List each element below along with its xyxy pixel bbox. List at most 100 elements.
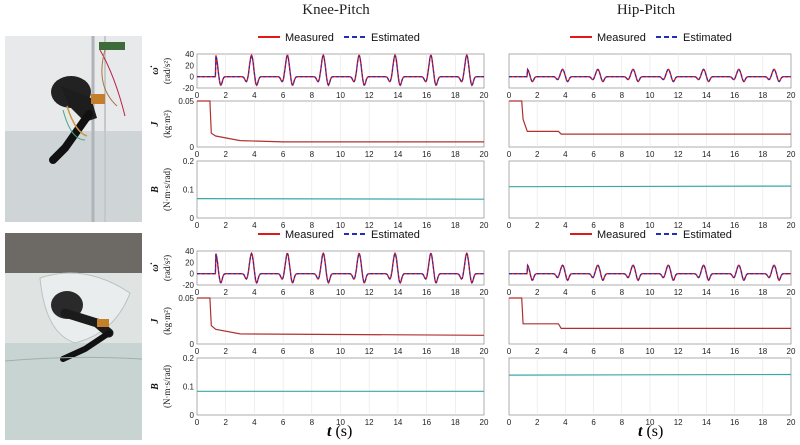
legend-estimated-label: Estimated (371, 32, 420, 44)
x-tick-label: 20 (480, 91, 489, 100)
robot-photo-in-air (5, 36, 142, 222)
x-tick-label: 10 (336, 347, 345, 356)
x-tick-label: 16 (422, 150, 431, 159)
x-tick-label: 10 (336, 150, 345, 159)
x-tick-label: 2 (223, 288, 228, 297)
x-tick-label: 2 (223, 221, 228, 230)
x-tick-label: 8 (620, 418, 625, 427)
x-tick-label: 12 (365, 288, 374, 297)
x-tick-label: 4 (563, 418, 568, 427)
y-axis-unit-B: (N·m·s/rad) (162, 365, 172, 408)
x-tick-label: 0 (195, 221, 200, 230)
x-tick-label: 18 (758, 150, 767, 159)
x-tick-label: 16 (422, 418, 431, 427)
x-tick-label: 0 (507, 288, 512, 297)
x-tick-label: 12 (674, 221, 683, 230)
legend-estimated-label: Estimated (683, 229, 732, 241)
x-tick-label: 16 (422, 347, 431, 356)
x-tick-label: 16 (730, 347, 739, 356)
x-tick-label: 8 (310, 288, 315, 297)
x-tick-label: 6 (591, 150, 596, 159)
x-tick-label: 10 (336, 288, 345, 297)
x-tick-label: 14 (393, 221, 402, 230)
x-tick-label: 6 (281, 418, 286, 427)
x-tick-label: 18 (451, 347, 460, 356)
x-tick-label: 4 (252, 288, 257, 297)
series-B (508, 373, 792, 376)
x-tick-label: 12 (674, 91, 683, 100)
y-tick-label: 0 (190, 214, 195, 223)
x-tick-label: 20 (787, 221, 796, 230)
series-estimated (509, 68, 791, 83)
x-tick-label: 16 (730, 418, 739, 427)
legend-estimated-label: Estimated (683, 32, 732, 44)
x-tick-label: 14 (702, 288, 711, 297)
x-tick-label: 8 (620, 221, 625, 230)
x-tick-label: 16 (730, 221, 739, 230)
x-tick-label: 4 (563, 91, 568, 100)
x-tick-label: 12 (674, 288, 683, 297)
x-tick-label: 20 (787, 347, 796, 356)
x-tick-label: 6 (281, 288, 286, 297)
x-tick-label: 12 (674, 150, 683, 159)
y-tick-label: -20 (182, 84, 194, 93)
x-tick-label: 14 (702, 150, 711, 159)
x-tick-label: 20 (787, 150, 796, 159)
x-tick-label: 16 (422, 91, 431, 100)
y-tick-label: 0.1 (183, 383, 195, 392)
robot-photo-underwater (5, 233, 142, 440)
x-tick-label: 6 (281, 91, 286, 100)
x-tick-label: 2 (535, 418, 540, 427)
x-tick-label: 0 (507, 91, 512, 100)
x-tick-label: 0 (195, 347, 200, 356)
y-tick-label: 0.2 (183, 354, 195, 363)
y-tick-label: 0 (190, 340, 195, 349)
x-tick-label: 14 (702, 418, 711, 427)
y-tick-label: -20 (182, 281, 194, 290)
series-J (197, 100, 484, 143)
y-tick-label: 40 (185, 50, 194, 59)
y-axis-symbol-B: B (150, 383, 161, 391)
series-estimated (197, 54, 484, 86)
y-tick-label: 0 (190, 411, 195, 420)
x-tick-label: 0 (507, 347, 512, 356)
x-tick-label: 8 (310, 150, 315, 159)
x-tick-label: 0 (195, 418, 200, 427)
y-axis-symbol-acc: ω̇ (150, 65, 161, 74)
x-tick-label: 6 (591, 91, 596, 100)
x-tick-label: 18 (451, 221, 460, 230)
x-tick-label: 4 (563, 288, 568, 297)
x-tick-label: 8 (620, 347, 625, 356)
x-tick-label: 4 (563, 221, 568, 230)
x-tick-label: 8 (620, 288, 625, 297)
y-tick-label: 0 (190, 73, 195, 82)
column-title-hip: Hip-Pitch (616, 2, 676, 18)
x-tick-label: 18 (451, 91, 460, 100)
x-tick-label: 20 (787, 91, 796, 100)
x-tick-label: 6 (281, 221, 286, 230)
x-tick-label: 4 (252, 150, 257, 159)
x-tick-label: 20 (480, 418, 489, 427)
x-tick-label: 18 (758, 347, 767, 356)
x-tick-label: 0 (507, 221, 512, 230)
x-tick-label: 16 (422, 288, 431, 297)
x-tick-label: 4 (252, 347, 257, 356)
x-tick-label: 20 (480, 221, 489, 230)
x-tick-label: 14 (702, 347, 711, 356)
x-tick-label: 10 (646, 150, 655, 159)
x-tick-label: 12 (674, 347, 683, 356)
y-tick-label: 20 (185, 61, 194, 70)
x-tick-label: 10 (336, 418, 345, 427)
x-tick-label: 0 (507, 418, 512, 427)
x-tick-label: 8 (620, 91, 625, 100)
x-tick-label: 10 (646, 288, 655, 297)
y-axis-symbol-acc: ω̇ (150, 262, 161, 271)
y-axis-unit-B: (N·m·s/rad) (162, 168, 172, 211)
legend-estimated-label: Estimated (371, 229, 420, 241)
legend-measured-label: Measured (597, 32, 646, 44)
x-tick-label: 2 (535, 347, 540, 356)
series-B (508, 185, 792, 188)
x-tick-label: 0 (507, 150, 512, 159)
x-tick-label: 20 (480, 347, 489, 356)
x-tick-label: 18 (758, 288, 767, 297)
